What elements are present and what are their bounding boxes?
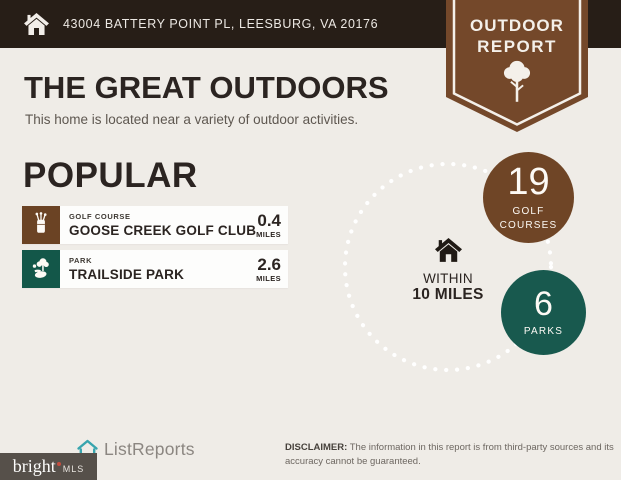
item-category: PARK [69,256,93,265]
mls-label: MLS [62,464,85,474]
disclaimer-label: DISCLAIMER: [285,442,348,453]
stat-circle-parks: 6 PARKS [501,270,586,355]
parks-label: PARKS [523,325,564,337]
disclaimer-text: DISCLAIMER: The information in this repo… [285,441,615,469]
list-item-park: PARK TRAILSIDE PARK 2.6 MILES [22,250,288,288]
bright-red-dot-icon [56,461,61,466]
stat-circle-golf-courses: 19 GOLF COURSES [483,152,574,243]
item-distance: 0.4 MILES [256,206,288,244]
item-category: GOLF COURSE [69,212,131,221]
popular-heading: POPULAR [23,156,198,195]
park-tree-icon [22,250,60,288]
golf-courses-label: GOLF COURSES [500,205,558,232]
listreports-wordmark: ListReports [104,439,195,459]
item-name: TRAILSIDE PARK [69,267,185,282]
distance-value: 2.6 [257,254,281,274]
stat-label-line2: COURSES [499,219,558,231]
within-label: WITHIN [423,271,473,286]
item-distance: 2.6 MILES [256,250,288,288]
item-text: GOLF COURSE GOOSE CREEK GOLF CLUB [60,206,256,244]
disclaimer-body: The information in this report is from t… [285,442,614,467]
home-icon-dark [434,238,462,262]
radius-center-label: WITHIN 10 MILES [393,238,503,304]
bright-wordmark: bright [12,456,56,476]
item-name: GOOSE CREEK GOLF CLUB [69,223,257,238]
distance-unit: MILES [256,229,281,239]
page-title: THE GREAT OUTDOORS [24,70,389,105]
item-text: PARK TRAILSIDE PARK [60,250,184,288]
bright-mls-logo: bright MLS [0,453,97,480]
page-subtitle: This home is located near a variety of o… [25,112,359,127]
parks-count: 6 [534,284,553,323]
outdoor-report-badge: OUTDOOR REPORT [446,0,588,136]
golf-courses-count: 19 [507,161,550,203]
tree-icon [503,60,531,102]
golf-bag-icon [22,206,60,244]
badge-title: OUTDOOR REPORT [446,15,588,58]
list-item-golf-course: GOLF COURSE GOOSE CREEK GOLF CLUB 0.4 MI… [22,206,288,244]
badge-line2: REPORT [477,37,557,57]
badge-line1: OUTDOOR [470,16,564,35]
home-icon [24,12,49,35]
stat-label-line1: GOLF [512,206,545,217]
distance-value: 0.4 [257,210,281,230]
radius-miles-label: 10 MILES [412,286,484,303]
distance-unit: MILES [256,273,281,283]
property-address: 43004 BATTERY POINT PL, LEESBURG, VA 201… [63,16,379,31]
popular-list: GOLF COURSE GOOSE CREEK GOLF CLUB 0.4 MI… [22,206,288,294]
